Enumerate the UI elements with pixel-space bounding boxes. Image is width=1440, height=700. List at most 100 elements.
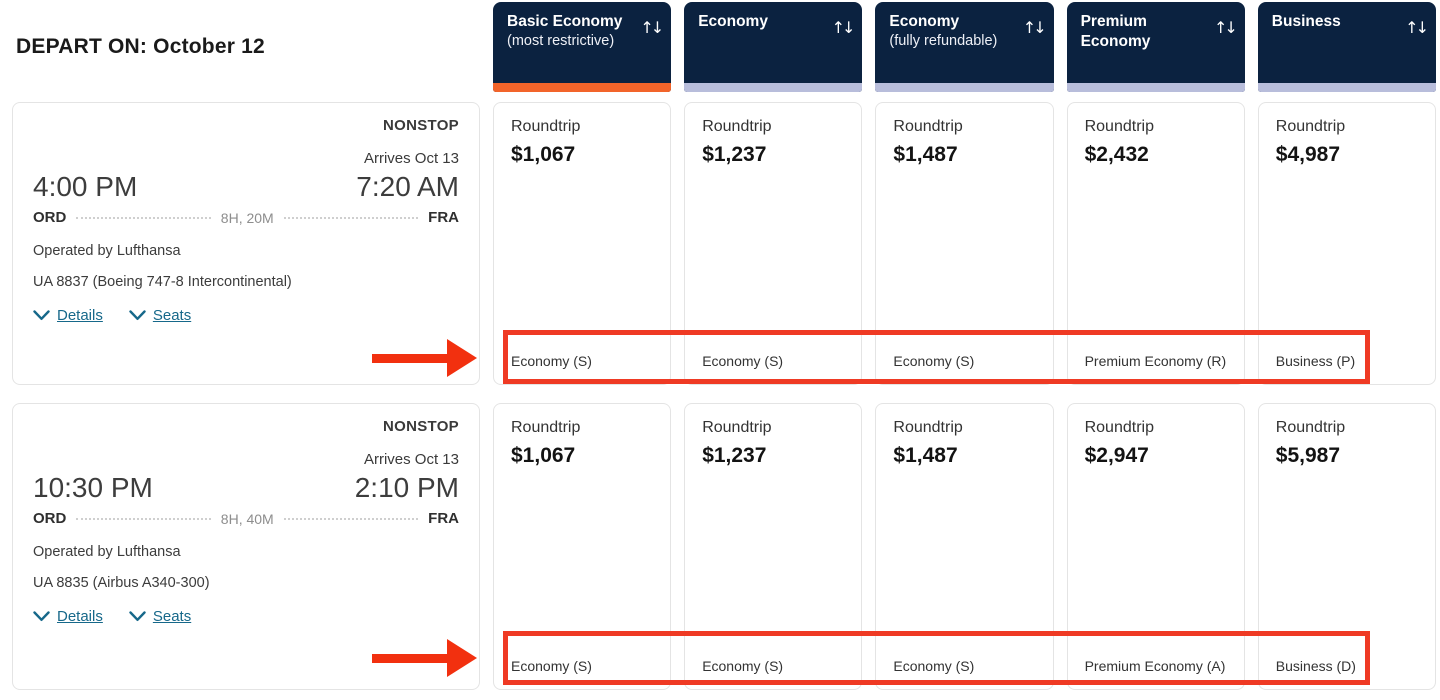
fare-cell-economy[interactable]: Roundtrip $1,237 Economy (S)	[684, 102, 863, 385]
chevron-down-icon	[33, 611, 50, 622]
sort-icon: ↑↓	[831, 18, 856, 37]
origin-airport-code: ORD	[33, 209, 67, 226]
trip-type-label: Roundtrip	[1275, 419, 1346, 436]
fare-class-label: Business (P)	[1275, 353, 1356, 370]
fare-price: $1,487	[893, 444, 958, 467]
details-link[interactable]: Details	[33, 608, 103, 625]
route-dotted-line	[283, 517, 419, 520]
operated-by-text: Operated by Lufthansa	[33, 544, 181, 560]
chevron-down-icon	[33, 310, 50, 321]
column-header-business[interactable]: Business ↑↓	[1257, 2, 1436, 92]
trip-type-label: Roundtrip	[1275, 118, 1346, 135]
chevron-down-icon	[129, 611, 146, 622]
fare-cell-basic-economy[interactable]: Roundtrip $1,067 Economy (S)	[493, 403, 672, 690]
fare-class-label: Premium Economy (A)	[1084, 658, 1226, 675]
trip-type-label: Roundtrip	[1084, 118, 1154, 135]
flight-duration: 8H, 40M	[220, 510, 274, 527]
column-header-basic-economy[interactable]: Basic Economy (most restrictive) ↑↓	[493, 2, 672, 92]
trip-type-label: Roundtrip	[702, 118, 772, 135]
depart-on-label: DEPART ON:	[16, 35, 148, 58]
column-title: Business	[1271, 13, 1341, 30]
arrival-date-note: Arrives Oct 13	[363, 150, 459, 167]
column-accent-strip	[684, 83, 863, 92]
operated-by-text: Operated by Lufthansa	[33, 243, 181, 259]
route-dotted-line	[76, 216, 211, 219]
flight-number-aircraft: UA 8835 (Airbus A340-300)	[33, 575, 210, 591]
column-header-economy[interactable]: Economy ↑↓	[684, 2, 863, 92]
trip-type-label: Roundtrip	[702, 419, 772, 436]
column-accent-strip	[1066, 83, 1245, 92]
fare-cell-business[interactable]: Roundtrip $4,987 Business (P)	[1257, 102, 1436, 385]
details-link-label: Details	[57, 307, 103, 324]
nonstop-badge: NONSTOP	[382, 418, 459, 435]
seats-link-label: Seats	[152, 307, 192, 324]
column-accent-strip	[875, 83, 1054, 92]
fare-cell-economy-refundable[interactable]: Roundtrip $1,487 Economy (S)	[875, 403, 1054, 690]
fare-class-label: Economy (S)	[893, 658, 975, 675]
column-title: Economy	[889, 13, 960, 30]
depart-on-date: October 12	[153, 35, 265, 58]
seats-link[interactable]: Seats	[129, 608, 191, 625]
nonstop-badge: NONSTOP	[382, 117, 459, 134]
column-subtitle: (fully refundable)	[889, 33, 998, 50]
fare-cell-economy[interactable]: Roundtrip $1,237 Economy (S)	[684, 403, 863, 690]
arrival-date-note: Arrives Oct 13	[363, 451, 459, 468]
details-link-label: Details	[57, 608, 103, 625]
column-accent-strip	[493, 83, 672, 92]
details-link[interactable]: Details	[33, 307, 103, 324]
departure-time: 4:00 PM	[33, 171, 138, 202]
trip-type-label: Roundtrip	[893, 419, 963, 436]
destination-airport-code: FRA	[428, 209, 459, 226]
column-subtitle: (most restrictive)	[507, 33, 615, 50]
trip-type-label: Roundtrip	[893, 118, 963, 135]
trip-type-label: Roundtrip	[511, 118, 581, 135]
fare-price: $4,987	[1275, 143, 1341, 166]
destination-airport-code: FRA	[428, 510, 459, 527]
fare-column-header-row: DEPART ON: October 12 Basic Economy (mos…	[12, 2, 1436, 92]
trip-type-label: Roundtrip	[1084, 419, 1154, 436]
flight-row: NONSTOP Arrives Oct 13 4:00 PM 7:20 AM O…	[12, 102, 1436, 385]
column-accent-strip	[1257, 83, 1436, 92]
departure-time: 10:30 PM	[33, 472, 153, 503]
arrival-time: 2:10 PM	[354, 472, 459, 503]
flight-number-aircraft: UA 8837 (Boeing 747-8 Intercontinental)	[33, 274, 292, 290]
column-title: Basic Economy	[507, 13, 623, 30]
column-header-premium-economy[interactable]: Premium Economy ↑↓	[1066, 2, 1245, 92]
fare-cell-premium-economy[interactable]: Roundtrip $2,432 Premium Economy (R)	[1066, 102, 1245, 385]
flight-duration: 8H, 20M	[220, 209, 274, 226]
fare-cell-business[interactable]: Roundtrip $5,987 Business (D)	[1257, 403, 1436, 690]
fare-cell-basic-economy[interactable]: Roundtrip $1,067 Economy (S)	[493, 102, 672, 385]
chevron-down-icon	[129, 310, 146, 321]
flight-card: NONSTOP Arrives Oct 13 4:00 PM 7:20 AM O…	[12, 102, 480, 385]
fare-price: $1,487	[893, 143, 958, 166]
fare-price: $1,237	[702, 143, 767, 166]
sort-icon: ↑↓	[1022, 18, 1047, 37]
sort-icon: ↑↓	[640, 18, 664, 37]
fare-price: $2,432	[1084, 143, 1149, 166]
fare-price: $2,947	[1084, 444, 1149, 467]
fare-cell-economy-refundable[interactable]: Roundtrip $1,487 Economy (S)	[875, 102, 1054, 385]
fare-price: $1,067	[511, 444, 576, 467]
arrival-time: 7:20 AM	[356, 171, 459, 202]
fare-class-label: Economy (S)	[702, 353, 784, 370]
column-title: Premium Economy	[1080, 13, 1151, 51]
fare-class-label: Economy (S)	[893, 353, 975, 370]
column-header-economy-refundable[interactable]: Economy (fully refundable) ↑↓	[875, 2, 1054, 92]
fare-price: $1,067	[511, 143, 576, 166]
depart-on-heading: DEPART ON: October 12	[12, 35, 480, 59]
seats-link[interactable]: Seats	[129, 307, 191, 324]
flight-row: NONSTOP Arrives Oct 13 10:30 PM 2:10 PM …	[12, 403, 1436, 690]
fare-class-label: Business (D)	[1275, 658, 1356, 675]
sort-icon: ↑↓	[1213, 18, 1238, 37]
origin-airport-code: ORD	[33, 510, 67, 527]
flight-card: NONSTOP Arrives Oct 13 10:30 PM 2:10 PM …	[12, 403, 480, 690]
fare-cell-premium-economy[interactable]: Roundtrip $2,947 Premium Economy (A)	[1066, 403, 1245, 690]
column-title: Economy	[698, 13, 768, 30]
fare-class-label: Premium Economy (R)	[1084, 353, 1227, 370]
trip-type-label: Roundtrip	[511, 419, 581, 436]
route-dotted-line	[76, 517, 211, 520]
fare-class-label: Economy (S)	[702, 658, 784, 675]
fare-price: $1,237	[702, 444, 767, 467]
fare-class-label: Economy (S)	[511, 353, 592, 370]
